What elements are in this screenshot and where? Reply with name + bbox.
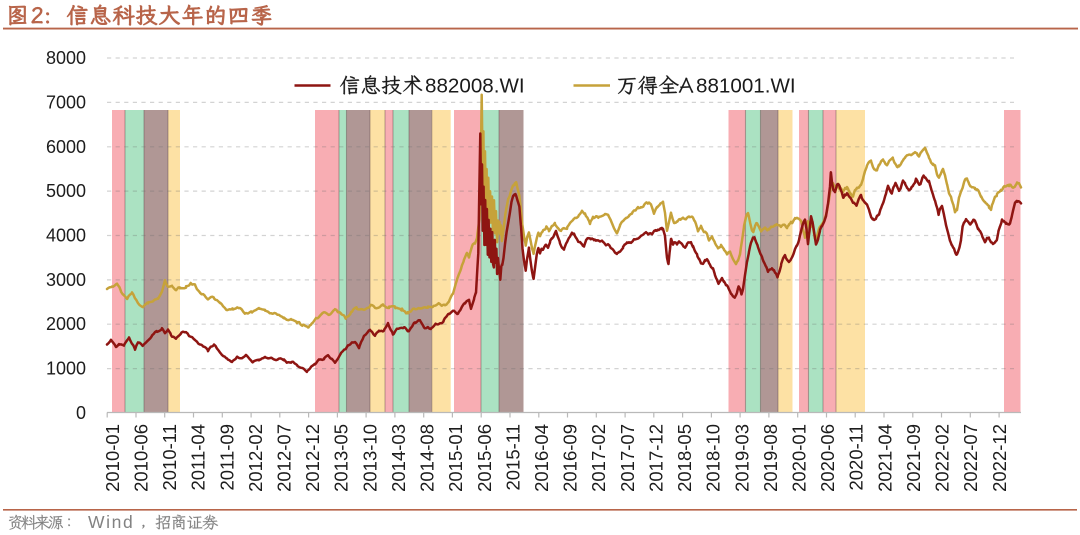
svg-text:2017-07: 2017-07 xyxy=(617,424,638,492)
svg-text:2010-01: 2010-01 xyxy=(102,424,123,492)
svg-text:8000: 8000 xyxy=(46,48,86,68)
svg-text:2022-12: 2022-12 xyxy=(989,424,1010,492)
svg-text:2020-01: 2020-01 xyxy=(789,424,810,492)
svg-text:2014-08: 2014-08 xyxy=(417,424,438,492)
svg-text:1000: 1000 xyxy=(46,359,86,379)
svg-text:2015-06: 2015-06 xyxy=(474,424,495,492)
svg-text:2021-09: 2021-09 xyxy=(903,424,924,492)
svg-text:2022-02: 2022-02 xyxy=(932,424,953,492)
svg-text:6000: 6000 xyxy=(46,137,86,157)
svg-text:2020-06: 2020-06 xyxy=(817,424,838,492)
svg-text:5000: 5000 xyxy=(46,181,86,201)
svg-text:2018-05: 2018-05 xyxy=(674,424,695,492)
svg-text:Wind: Wind xyxy=(88,512,134,532)
svg-text:2012-02: 2012-02 xyxy=(245,424,266,492)
svg-text:881001.WI: 881001.WI xyxy=(696,75,796,98)
svg-text:2020-11: 2020-11 xyxy=(846,424,867,491)
svg-text:2022-07: 2022-07 xyxy=(960,424,981,492)
svg-text:882008.WI: 882008.WI xyxy=(425,75,525,98)
svg-text:4000: 4000 xyxy=(46,226,86,246)
svg-text:2016-04: 2016-04 xyxy=(531,424,552,492)
svg-text:2015-01: 2015-01 xyxy=(445,424,466,492)
svg-text:0: 0 xyxy=(76,403,86,423)
svg-text:2017-02: 2017-02 xyxy=(588,424,609,492)
svg-text:2018-10: 2018-10 xyxy=(703,424,724,492)
svg-text:2021-04: 2021-04 xyxy=(874,424,895,492)
svg-text:2011-09: 2011-09 xyxy=(216,424,237,491)
svg-text:2017-12: 2017-12 xyxy=(645,424,666,492)
svg-text:2019-03: 2019-03 xyxy=(731,424,752,492)
svg-text:2012-07: 2012-07 xyxy=(274,424,295,492)
svg-text:3000: 3000 xyxy=(46,270,86,290)
svg-text:2015-11: 2015-11 xyxy=(502,424,523,491)
svg-text:2011-04: 2011-04 xyxy=(188,424,209,491)
svg-text:2010-06: 2010-06 xyxy=(130,424,151,492)
svg-text:2016-09: 2016-09 xyxy=(560,424,581,492)
svg-text:2019-08: 2019-08 xyxy=(760,424,781,492)
svg-text:2013-05: 2013-05 xyxy=(331,424,352,492)
svg-text:2013-10: 2013-10 xyxy=(359,424,380,492)
svg-text:2000: 2000 xyxy=(46,314,86,334)
svg-text:2012-12: 2012-12 xyxy=(302,424,323,492)
svg-text:7000: 7000 xyxy=(46,92,86,112)
svg-text:2014-03: 2014-03 xyxy=(388,424,409,492)
svg-text:2010-11: 2010-11 xyxy=(159,424,180,491)
